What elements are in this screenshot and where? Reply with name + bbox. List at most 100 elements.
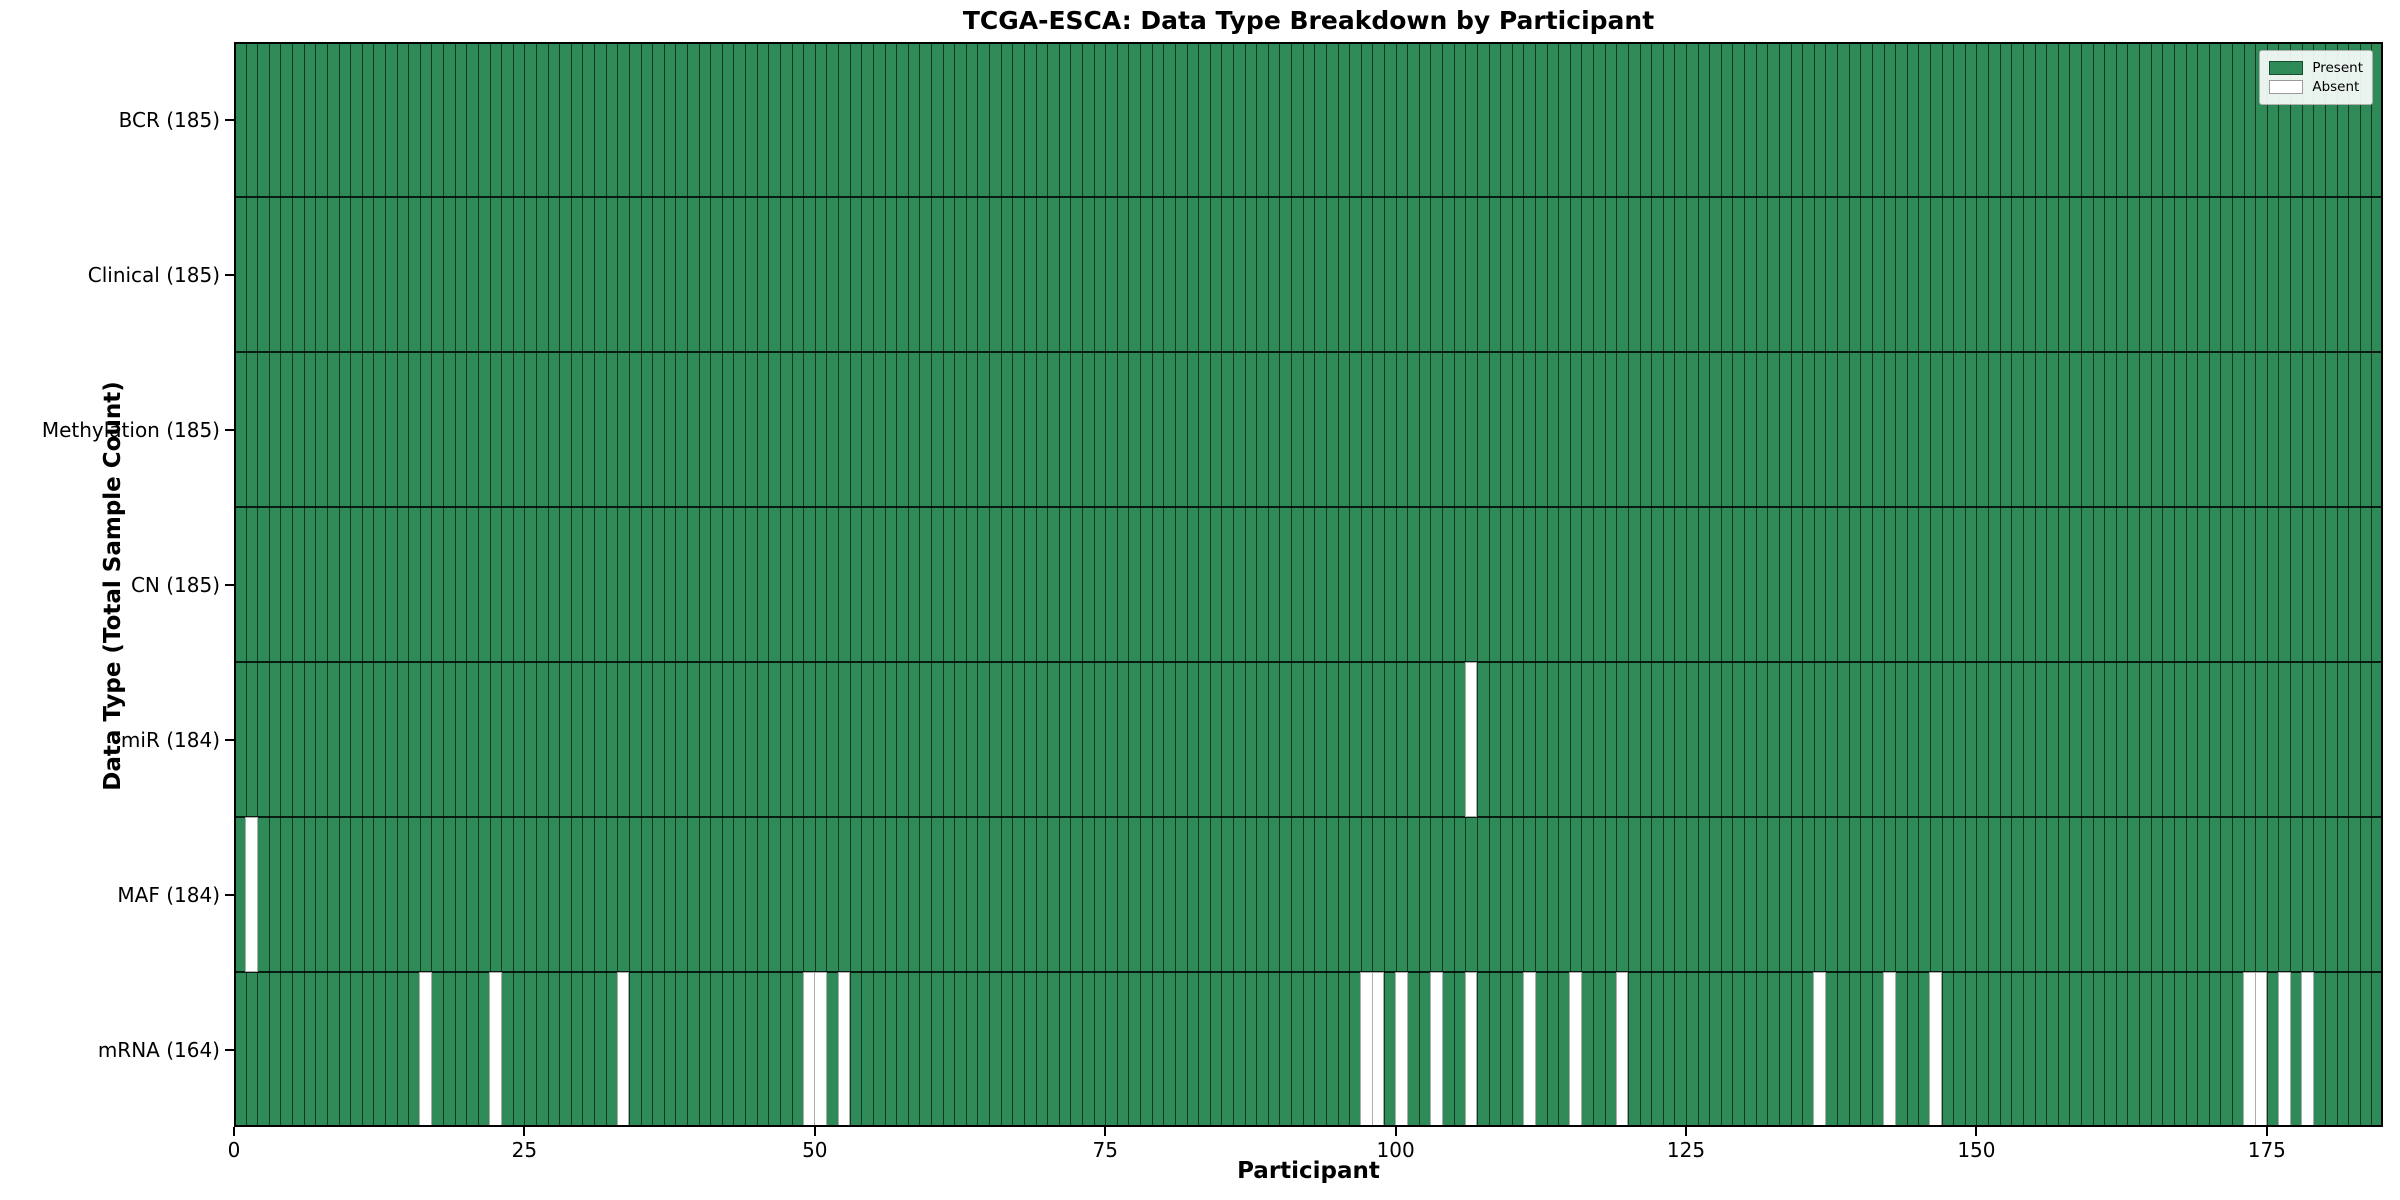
cell-edge-line bbox=[2301, 42, 2303, 1127]
legend-entry-present: Present bbox=[2269, 60, 2363, 76]
cell-edge-line bbox=[1035, 42, 1037, 1127]
cell-edge-line bbox=[1186, 42, 1188, 1127]
cell-edge-line bbox=[2127, 42, 2129, 1127]
absent-bar bbox=[616, 972, 630, 1127]
cell-edge-line bbox=[1732, 42, 1734, 1127]
x-tick-mark bbox=[523, 1127, 526, 1136]
absent-bar bbox=[2277, 972, 2291, 1127]
cell-edge-line bbox=[977, 42, 979, 1127]
x-tick-label: 125 bbox=[1666, 1138, 1706, 1162]
cell-edge-line bbox=[338, 42, 340, 1127]
cell-edge-line bbox=[292, 42, 294, 1127]
absent-bar bbox=[1883, 972, 1896, 1127]
legend-entry-absent: Absent bbox=[2269, 79, 2363, 95]
cell-edge-line bbox=[1511, 42, 1513, 1127]
cell-edge-line bbox=[1023, 42, 1025, 1127]
cell-edge-line bbox=[2197, 42, 2199, 1127]
cell-edge-line bbox=[1964, 42, 1966, 1127]
cell-edge-line bbox=[1209, 42, 1211, 1127]
absent-swatch-icon bbox=[2269, 80, 2304, 94]
cell-edge-line bbox=[1558, 42, 1560, 1127]
cell-edge-line bbox=[1163, 42, 1165, 1127]
cell-edge-line bbox=[2046, 42, 2048, 1127]
cell-edge-line bbox=[2243, 42, 2245, 1127]
cell-edge-line bbox=[2266, 42, 2268, 1127]
absent-bar bbox=[1522, 972, 1536, 1127]
cell-edge-line bbox=[605, 42, 607, 1127]
cell-edge-line bbox=[675, 42, 677, 1127]
cell-edge-line bbox=[1895, 42, 1897, 1127]
cell-edge-line bbox=[373, 42, 375, 1127]
row-separator bbox=[234, 351, 2383, 353]
cell-edge-line bbox=[1569, 42, 1571, 1127]
cell-edge-line bbox=[2011, 42, 2013, 1127]
y-tick-label: MAF (184) bbox=[117, 882, 220, 907]
cell-edge-line bbox=[1174, 42, 1176, 1127]
cell-edge-line bbox=[2057, 42, 2059, 1127]
cell-edge-line bbox=[942, 42, 944, 1127]
cell-edge-line bbox=[849, 42, 851, 1127]
y-tick-label: CN (185) bbox=[130, 572, 220, 597]
cell-edge-line bbox=[1825, 42, 1827, 1127]
cell-edge-line bbox=[1012, 42, 1014, 1127]
cell-edge-line bbox=[733, 42, 735, 1127]
cell-edge-line bbox=[1651, 42, 1653, 1127]
x-tick-mark bbox=[1394, 1127, 1397, 1136]
cell-edge-line bbox=[2255, 42, 2257, 1127]
cell-edge-line bbox=[326, 42, 328, 1127]
cell-edge-line bbox=[1395, 42, 1397, 1127]
cell-edge-line bbox=[710, 42, 712, 1127]
cell-edge-line bbox=[385, 42, 386, 1127]
y-tick-label: Methylation (185) bbox=[41, 417, 220, 442]
y-tick-mark bbox=[225, 118, 234, 121]
cell-edge-line bbox=[1105, 42, 1107, 1127]
cell-edge-line bbox=[698, 42, 700, 1127]
cell-edge-line bbox=[1000, 42, 1002, 1127]
cell-edge-line bbox=[2034, 42, 2036, 1127]
cell-edge-line bbox=[1267, 42, 1269, 1127]
cell-edge-line bbox=[1697, 42, 1699, 1127]
cell-edge-line bbox=[1674, 42, 1676, 1127]
cell-edge-line bbox=[1302, 42, 1304, 1127]
cell-edge-line bbox=[965, 42, 967, 1127]
absent-bar bbox=[1464, 972, 1478, 1127]
cell-edge-line bbox=[2278, 42, 2280, 1127]
cell-edge-line bbox=[1767, 42, 1769, 1127]
x-tick-mark bbox=[813, 1127, 816, 1136]
absent-bar bbox=[1813, 972, 1826, 1127]
cell-edge-line bbox=[245, 42, 247, 1127]
cell-edge-line bbox=[547, 42, 549, 1127]
cell-edge-line bbox=[1941, 42, 1943, 1127]
plot-area: Present Absent bbox=[234, 42, 2383, 1127]
cell-edge-line bbox=[954, 42, 956, 1127]
cell-edge-line bbox=[1999, 42, 2001, 1127]
cell-edge-line bbox=[570, 42, 572, 1127]
absent-bar bbox=[2254, 972, 2268, 1127]
cell-edge-line bbox=[419, 42, 421, 1127]
cell-edge-line bbox=[663, 42, 665, 1127]
absent-bar bbox=[837, 972, 851, 1127]
cell-edge-line bbox=[257, 42, 259, 1127]
cell-edge-line bbox=[536, 42, 538, 1127]
cell-edge-line bbox=[1953, 42, 1955, 1127]
cell-edge-line bbox=[1232, 42, 1234, 1127]
cell-edge-line bbox=[408, 42, 410, 1127]
cell-edge-line bbox=[907, 42, 909, 1127]
cell-edge-line bbox=[1047, 42, 1049, 1127]
cell-edge-line bbox=[1581, 42, 1583, 1127]
cell-edge-line bbox=[838, 42, 840, 1127]
cell-edge-line bbox=[1604, 42, 1606, 1127]
cell-edge-line bbox=[1837, 42, 1839, 1127]
cell-edge-line bbox=[1279, 42, 1281, 1127]
cell-edge-line bbox=[1198, 42, 1200, 1127]
legend: Present Absent bbox=[2259, 50, 2373, 105]
cell-edge-line bbox=[582, 42, 584, 1127]
chart-title: TCGA-ESCA: Data Type Breakdown by Partic… bbox=[962, 6, 1655, 35]
cell-edge-line bbox=[501, 42, 503, 1127]
cell-edge-line bbox=[2313, 42, 2315, 1127]
cell-edge-line bbox=[1662, 42, 1664, 1127]
cell-edge-line bbox=[1755, 42, 1757, 1127]
y-tick-label: BCR (185) bbox=[118, 107, 220, 132]
cell-edge-line bbox=[1627, 42, 1629, 1127]
